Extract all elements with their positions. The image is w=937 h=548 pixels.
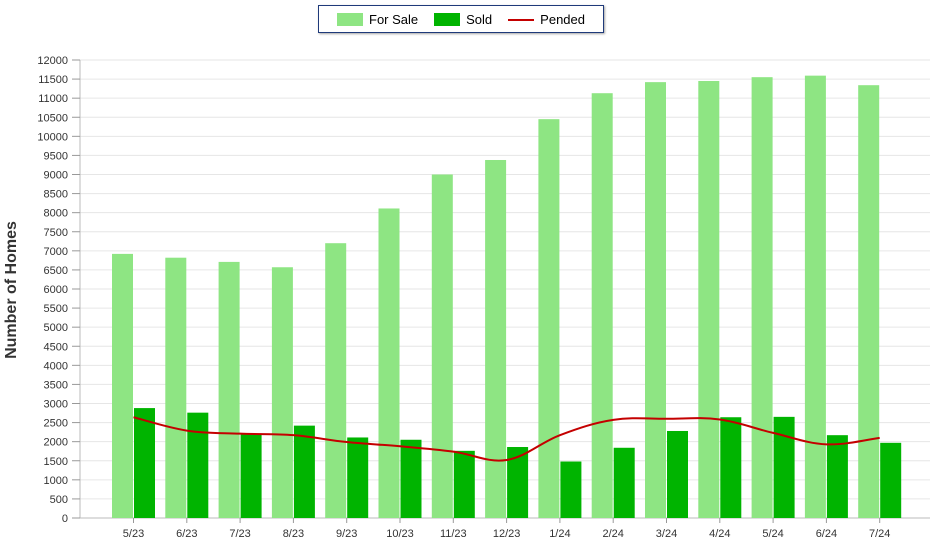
y-tick-label: 5500 — [44, 303, 68, 315]
x-tick-label: 6/23 — [176, 528, 197, 540]
x-tick-label: 7/24 — [869, 528, 890, 540]
y-tick-label: 7000 — [44, 246, 68, 258]
x-tick-label: 5/23 — [123, 528, 144, 540]
pended-swatch — [508, 13, 535, 26]
for-sale-bar[interactable] — [804, 75, 826, 519]
x-tick-label: 12/23 — [493, 528, 521, 540]
x-tick-label: 9/23 — [336, 528, 357, 540]
sold-bar[interactable] — [453, 450, 475, 518]
sold-bar[interactable] — [347, 437, 369, 518]
x-tick-label: 3/24 — [656, 528, 677, 540]
pended-line[interactable] — [133, 416, 880, 462]
y-tick-label: 1500 — [44, 456, 68, 468]
sold-bar[interactable] — [826, 435, 848, 518]
y-tick-label: 7500 — [44, 227, 68, 239]
sold-bar[interactable] — [880, 442, 902, 518]
for-sale-bar[interactable] — [591, 93, 613, 518]
legend-label-sold: Sold — [466, 11, 493, 27]
x-tick-label: 7/23 — [229, 528, 250, 540]
y-tick-label: 11500 — [38, 74, 68, 86]
y-tick-label: 2500 — [44, 418, 68, 430]
sold-bar[interactable] — [240, 434, 262, 518]
y-axis-label: Number of Homes — [3, 221, 20, 359]
y-tick-label: 10500 — [37, 112, 68, 124]
sold-bar[interactable] — [187, 412, 209, 518]
y-tick-label: 6500 — [44, 265, 68, 277]
y-tick-label: 500 — [50, 494, 68, 506]
legend-label-pended: Pended — [540, 11, 585, 27]
for-sale-bar[interactable] — [858, 85, 880, 518]
y-tick-label: 9500 — [44, 150, 68, 162]
y-tick-label: 0 — [62, 513, 68, 525]
y-tick-label: 8000 — [44, 208, 68, 220]
y-tick-label: 2000 — [44, 437, 68, 449]
x-tick-label: 1/24 — [549, 528, 570, 540]
for-sale-bar[interactable] — [271, 267, 293, 518]
for-sale-bar[interactable] — [218, 261, 240, 518]
sold-swatch — [434, 12, 461, 26]
sold-bar[interactable] — [667, 430, 688, 518]
x-tick-label: 4/24 — [709, 528, 730, 540]
sold-bar[interactable] — [560, 461, 582, 518]
for-sale-bar[interactable] — [645, 82, 666, 519]
y-tick-label: 11000 — [38, 93, 68, 105]
x-tick-label: 11/23 — [440, 528, 467, 540]
legend-label-for-sale: For Sale — [369, 11, 419, 27]
legend-item-for-sale[interactable]: For Sale — [337, 12, 418, 27]
y-tick-label: 3000 — [44, 399, 68, 411]
x-tick-label: 10/23 — [386, 528, 414, 540]
sold-bar[interactable] — [293, 425, 315, 518]
y-tick-label: 10000 — [37, 131, 68, 143]
x-tick-label: 5/24 — [762, 528, 783, 540]
for-sale-bar[interactable] — [698, 80, 720, 518]
y-tick-label: 3500 — [44, 379, 68, 391]
y-tick-label: 12000 — [37, 55, 68, 67]
y-tick-label: 4000 — [44, 360, 68, 372]
for-sale-bar[interactable] — [538, 119, 560, 519]
x-tick-label: 6/24 — [816, 528, 837, 540]
for-sale-bar[interactable] — [112, 253, 133, 519]
y-tick-label: 5000 — [44, 322, 68, 334]
legend-item-pended[interactable]: Pended — [508, 12, 585, 27]
y-tick-label: 6000 — [44, 284, 68, 296]
x-axis-ticks: 5/23 6/23 7/23 8/23 9/23 10/23 11/23 12/23 1/24 2… — [123, 518, 890, 540]
sold-bar[interactable] — [720, 417, 742, 518]
sold-bar[interactable] — [613, 447, 635, 518]
for-sale-bar[interactable] — [751, 77, 773, 519]
y-tick-label: 8500 — [44, 189, 68, 201]
for-sale-bar[interactable] — [325, 243, 347, 518]
sold-bar[interactable] — [507, 447, 529, 518]
line-layer — [133, 416, 880, 462]
sold-bar[interactable] — [773, 416, 795, 518]
for-sale-bar[interactable] — [485, 159, 507, 518]
y-axis-ticks: 0 500 1000 1500 2000 2500 3000 3500 4000 4500 5000… — [37, 55, 80, 525]
x-tick-label: 2/24 — [602, 528, 623, 540]
y-tick-label: 9000 — [44, 170, 68, 182]
legend-item-sold[interactable]: Sold — [434, 12, 492, 27]
sold-bar[interactable] — [134, 408, 155, 518]
for-sale-bar[interactable] — [378, 208, 400, 519]
for-sale-bar[interactable] — [431, 174, 453, 519]
y-tick-label: 4500 — [44, 341, 68, 353]
for-sale-bar[interactable] — [165, 257, 187, 518]
for-sale-swatch — [337, 12, 363, 26]
sold-bar[interactable] — [400, 439, 422, 518]
x-tick-label: 8/23 — [283, 528, 304, 540]
legend: For Sale Sold Pended — [318, 5, 604, 33]
bar-layer — [112, 75, 902, 519]
y-tick-label: 1000 — [44, 475, 68, 487]
